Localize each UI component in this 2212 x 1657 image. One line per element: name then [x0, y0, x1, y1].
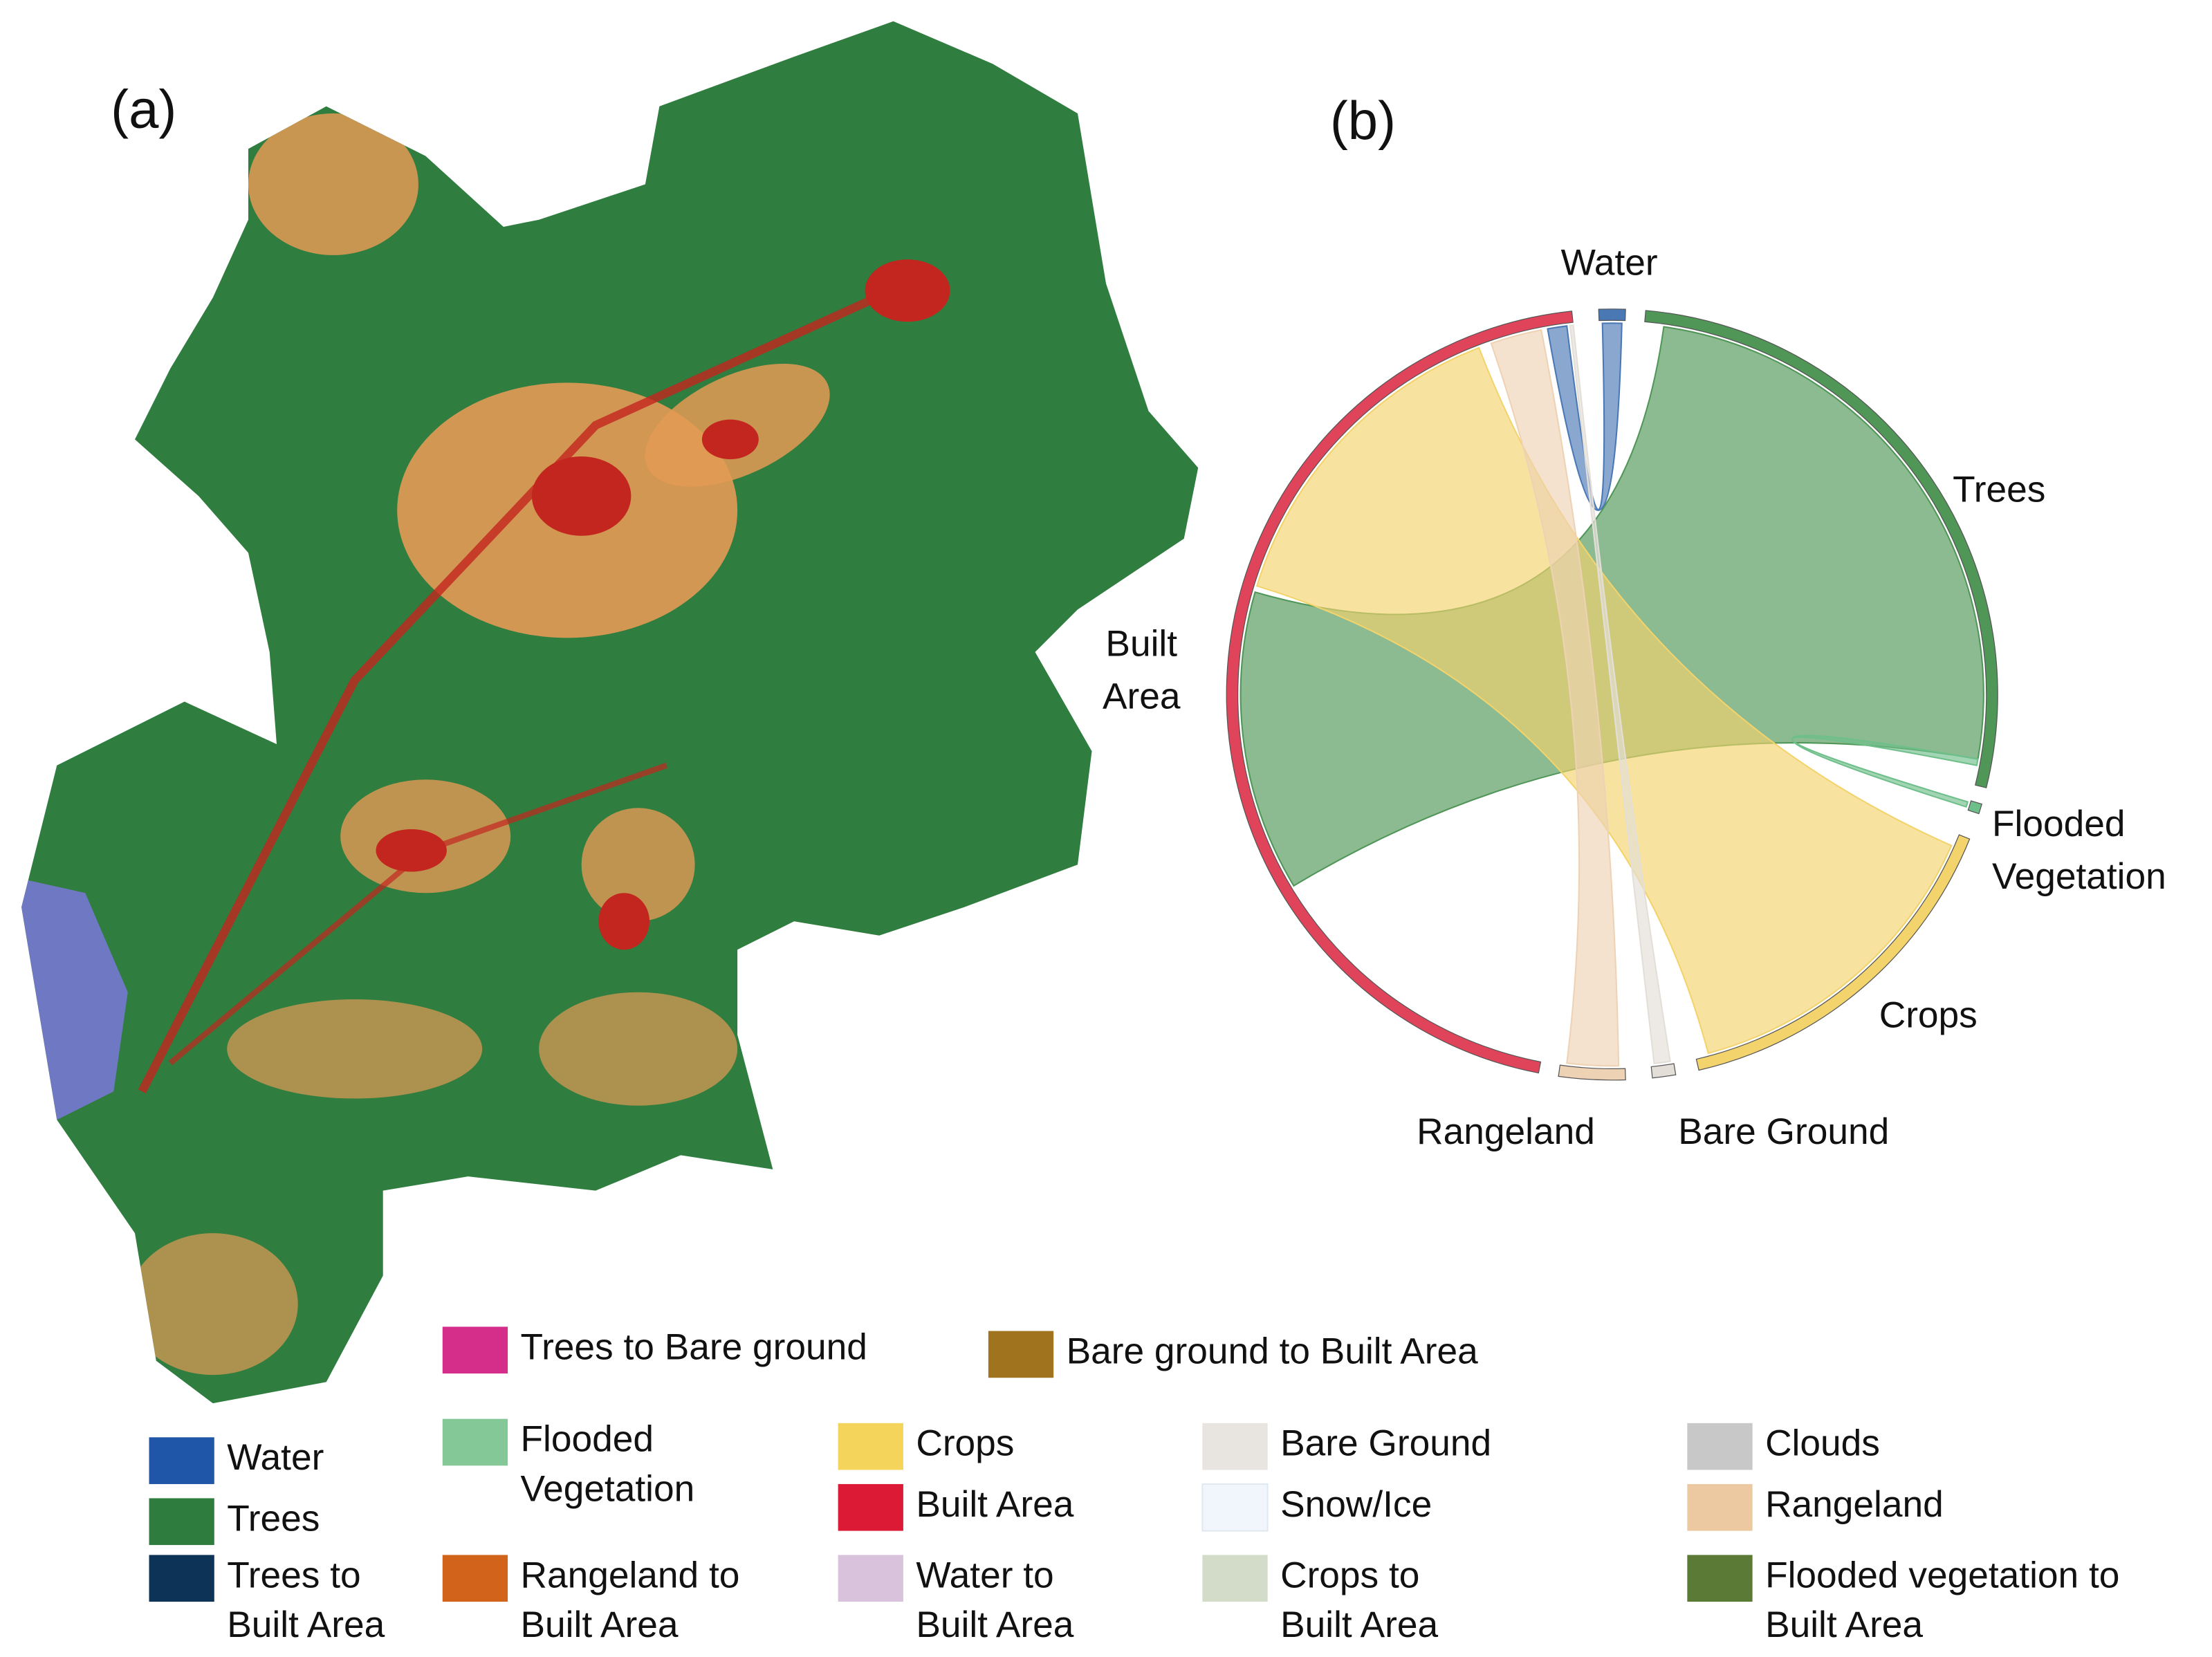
legend-label: Bare ground to Built Area: [1067, 1331, 1479, 1371]
chord-diagram: Water Trees Flooded Vegetation Crops Bare Gro…: [1103, 242, 2166, 1151]
legend-label: Trees: [227, 1498, 320, 1539]
legend-label: Vegetation: [521, 1468, 695, 1509]
legend-label: Crops: [916, 1423, 1014, 1464]
legend-label: Built Area: [916, 1484, 1073, 1525]
chord-arc: [1558, 1064, 1626, 1081]
legend-label: Crops to: [1280, 1555, 1419, 1595]
legend-label: Built Area: [521, 1604, 679, 1645]
chord-ribbon: [1547, 322, 1623, 511]
chord-arc: [1598, 308, 1626, 322]
legend-label: Built Area: [916, 1604, 1073, 1645]
chord-label: Trees: [1953, 469, 2045, 510]
chord-label: Rangeland: [1417, 1111, 1595, 1152]
legend-label: Water: [227, 1437, 324, 1478]
chord-arc: [1650, 1063, 1677, 1079]
legend-label: Clouds: [1765, 1423, 1880, 1464]
chord-arc: [1695, 834, 1971, 1071]
chord-ribbon: [1255, 346, 1953, 1055]
legend-swatch: [149, 1498, 214, 1546]
legend: Trees to Bare ground Bare ground to Built…: [149, 1326, 2119, 1645]
legend-swatch: [1202, 1555, 1268, 1602]
legend-swatch: [838, 1555, 903, 1602]
legend-label: Rangeland to: [521, 1555, 740, 1595]
legend-swatch: [1687, 1555, 1753, 1602]
legend-swatch: [838, 1423, 903, 1470]
legend-label: Built Area: [227, 1604, 385, 1645]
legend-swatch: [442, 1326, 508, 1374]
legend-label: Bare Ground: [1280, 1423, 1491, 1464]
legend-swatch: [442, 1555, 508, 1602]
chord-ribbon: [1569, 324, 1671, 1064]
legend-swatch: [988, 1331, 1054, 1378]
legend-label: Built Area: [1280, 1604, 1438, 1645]
chord-label: Vegetation: [1992, 856, 2166, 897]
legend-swatch: [1687, 1483, 1753, 1531]
legend-swatch: [1201, 1483, 1269, 1532]
chord-label: Area: [1103, 676, 1181, 717]
chord-label: Water: [1561, 242, 1658, 283]
chord-arc: [1967, 800, 1983, 815]
panel-label: (b): [1330, 90, 1396, 151]
chord-label: Flooded: [1992, 804, 2125, 844]
legend-swatch: [1687, 1423, 1753, 1470]
legend-label: Built Area: [1765, 1604, 1923, 1645]
chord-arc: [1226, 311, 1574, 1074]
chord-label: Crops: [1879, 995, 1978, 1036]
chord-ribbon: [1791, 734, 1979, 808]
legend-label: Snow/Ice: [1280, 1484, 1432, 1525]
chord-label: Built: [1105, 624, 1177, 665]
legend-swatch: [838, 1483, 903, 1531]
legend-label: Trees to Bare ground: [521, 1326, 867, 1367]
legend-swatch: [149, 1555, 214, 1602]
legend-label: Rangeland: [1765, 1484, 1944, 1525]
legend-label: Water to: [916, 1555, 1053, 1595]
legend-swatch: [442, 1418, 508, 1466]
chord-ribbon: [1490, 328, 1620, 1067]
legend-label: Flooded: [521, 1419, 654, 1460]
legend-swatch: [1202, 1423, 1268, 1470]
chord-arc: [1644, 310, 1998, 788]
legend-swatch: [149, 1437, 214, 1484]
legend-label: Trees to: [227, 1555, 360, 1595]
legend-label: Flooded vegetation to: [1765, 1555, 2119, 1595]
chord-label: Bare Ground: [1678, 1111, 1889, 1152]
land-cover-map: [21, 21, 1199, 1404]
panel-label: (a): [111, 79, 176, 140]
